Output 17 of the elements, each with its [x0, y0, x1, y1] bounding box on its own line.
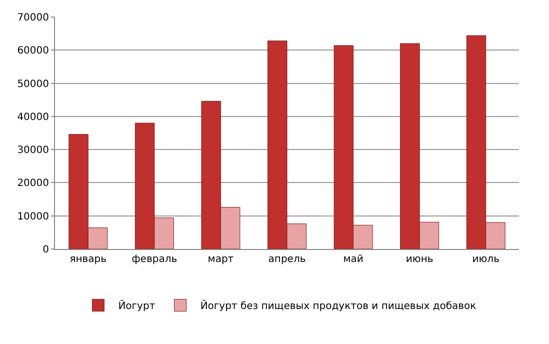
legend-label: Йогурт — [118, 299, 156, 312]
y-tick-label: 60000 — [17, 46, 49, 57]
x-tick-label: май — [343, 254, 364, 265]
y-tick-label: 10000 — [17, 211, 49, 222]
y-tick-label: 70000 — [17, 12, 49, 24]
x-tick-label: июль — [472, 254, 500, 265]
y-tick-label: 0 — [42, 244, 49, 256]
x-tick-label: январь — [70, 254, 107, 265]
legend-label: Йогурт без пищевых продуктов и пищевых добавок — [200, 299, 476, 312]
y-tick-label: 20000 — [17, 178, 49, 190]
x-tick-label: апрель — [268, 254, 306, 265]
x-tick-label: июнь — [406, 254, 434, 265]
y-tick-label: 30000 — [17, 145, 49, 156]
x-tick-label: март — [208, 254, 234, 265]
y-tick-label: 40000 — [17, 112, 49, 123]
x-tick-label: февраль — [132, 254, 178, 265]
y-tick-label: 50000 — [17, 78, 49, 90]
